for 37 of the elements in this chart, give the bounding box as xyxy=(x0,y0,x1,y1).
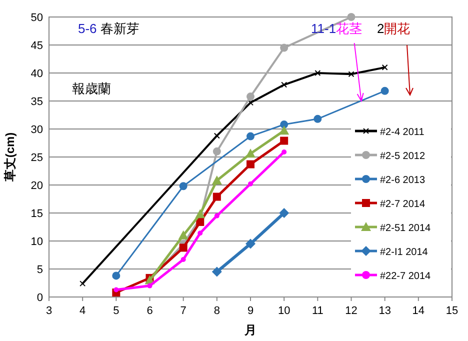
x-tick-label: 10 xyxy=(278,305,290,317)
y-tick-label: 5 xyxy=(36,264,43,276)
y-tick-label: 15 xyxy=(30,208,43,220)
y-tick-label: 0 xyxy=(36,292,43,304)
x-tick-label: 13 xyxy=(378,305,391,317)
legend-label: #2-7 2014 xyxy=(380,199,426,210)
legend-label: #2-I1 2014 xyxy=(380,247,428,258)
x-tick-label: 5 xyxy=(113,305,120,317)
x-axis-title: 月 xyxy=(244,323,256,337)
y-tick-label: 25 xyxy=(30,152,43,164)
legend-label: #2-51 2014 xyxy=(380,223,432,234)
legend-label: #22-7 2014 xyxy=(380,271,432,282)
y-axis-title: 草丈(cm) xyxy=(3,132,17,183)
y-tick-label: 30 xyxy=(30,124,43,136)
x-tick-label: 6 xyxy=(146,305,153,317)
legend-label: #2-4 2011 xyxy=(380,127,425,138)
y-tick-label: 35 xyxy=(30,96,43,108)
x-tick-label: 12 xyxy=(345,305,358,317)
y-tick-label: 40 xyxy=(30,68,43,80)
x-tick-label: 11 xyxy=(312,305,324,317)
legend-label: #2-5 2012 xyxy=(380,151,426,162)
y-tick-label: 10 xyxy=(30,236,43,248)
legend-label: #2-6 2013 xyxy=(380,175,426,186)
annotation: 報歳蘭 xyxy=(72,81,111,96)
x-tick-label: 4 xyxy=(80,305,86,317)
y-tick-label: 45 xyxy=(30,40,43,52)
x-tick-label: 3 xyxy=(46,305,52,317)
annotation: 2開花 xyxy=(377,21,410,36)
x-tick-label: 9 xyxy=(247,305,254,317)
x-tick-label: 8 xyxy=(214,305,220,317)
annotation: 11-1花茎 xyxy=(311,21,362,36)
x-tick-label: 14 xyxy=(412,305,425,317)
y-tick-label: 20 xyxy=(30,180,43,192)
y-tick-label: 50 xyxy=(30,12,43,24)
x-tick-label: 7 xyxy=(180,305,186,317)
annotation: 5-6 春新芽 xyxy=(78,21,140,36)
x-tick-label: 15 xyxy=(446,305,458,317)
